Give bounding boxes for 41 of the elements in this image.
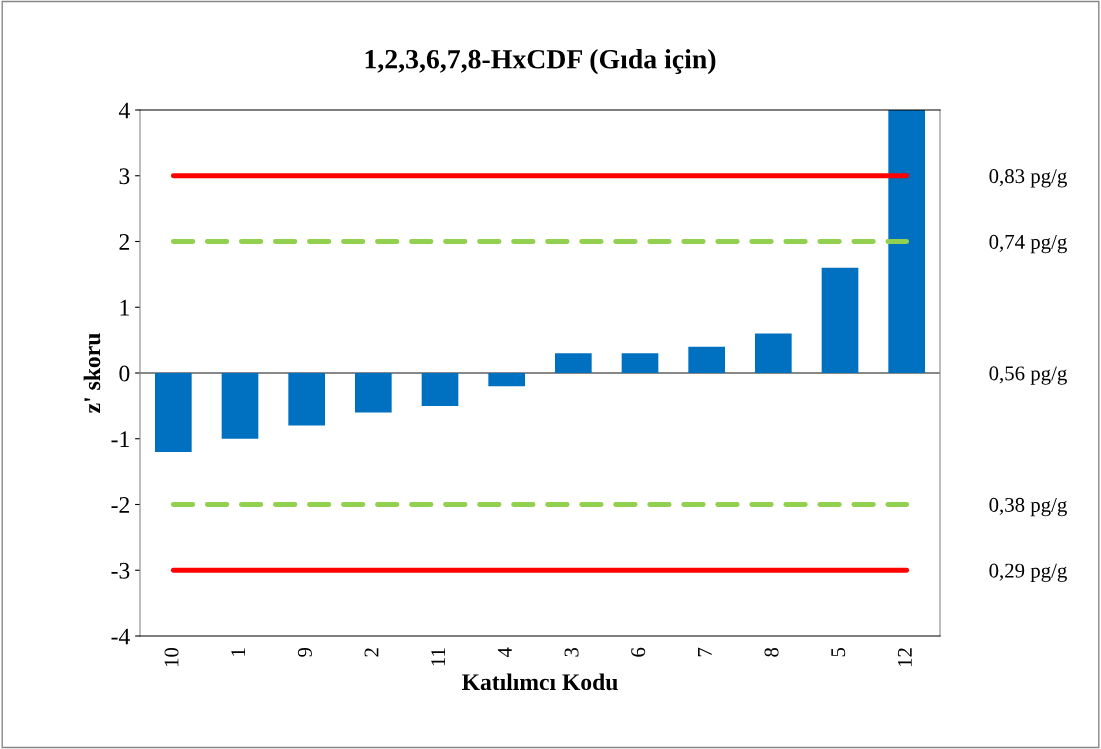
y-tick-label: 3 (119, 168, 130, 185)
bar (288, 373, 325, 426)
x-tick-label: 3 (564, 647, 579, 657)
x-tick-label: 8 (764, 647, 779, 657)
x-axis-title: Katılımcı Kodu (462, 673, 618, 691)
y-axis-title: z' skoru (83, 333, 101, 413)
bar (355, 373, 392, 413)
y-tick-label: 0 (119, 365, 130, 382)
y-tick-label: -3 (111, 562, 130, 579)
bar (621, 353, 659, 373)
y-tick-label: -1 (111, 431, 129, 447)
y2-tick-label: 0,74 pg/g (989, 234, 1067, 254)
x-tick-label: 5 (831, 647, 846, 657)
bar (821, 267, 859, 373)
y-tick-label: 2 (119, 234, 129, 250)
chart-title: 1,2,3,6,7,8-HxCDF (Gıda için) (365, 49, 716, 75)
x-tick-label: 4 (497, 647, 512, 658)
y2-tick-label: 0,83 pg/g (989, 169, 1067, 188)
y2-tick-label: 0,29 pg/g (989, 563, 1067, 582)
y2-tick-label: 0,38 pg/g (989, 497, 1067, 517)
bar (888, 110, 925, 373)
bar (688, 346, 725, 373)
x-tick-label: 2 (364, 648, 379, 657)
bar (155, 373, 192, 452)
x-tick-label: 9 (297, 647, 312, 657)
x-tick-label: 6 (631, 647, 646, 657)
y-tick-label: 4 (118, 102, 130, 119)
bar (221, 373, 259, 439)
y-tick-label: -2 (111, 497, 129, 513)
x-tick-label: 12 (897, 648, 912, 667)
y-tick-label: 1 (120, 299, 129, 316)
x-tick-label: 11 (431, 648, 446, 666)
y2-tick-label: 0,56 pg/g (989, 366, 1067, 385)
bar (421, 373, 459, 406)
bar (755, 333, 792, 373)
bar (488, 373, 525, 387)
bar (555, 353, 592, 373)
x-tick-label: 7 (698, 647, 712, 657)
y-tick-label: -4 (111, 628, 130, 645)
x-tick-label: 1 (231, 648, 246, 656)
x-tick-label: 10 (164, 647, 179, 667)
